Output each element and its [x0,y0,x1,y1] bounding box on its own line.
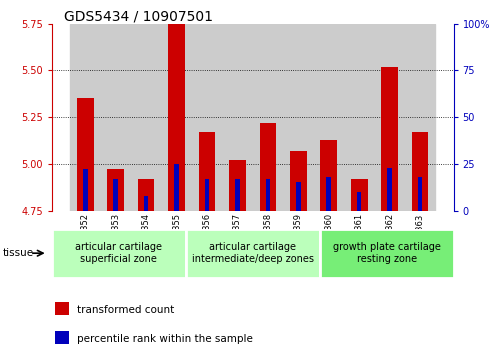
Bar [418,177,423,211]
Bar [296,183,301,211]
Bar [222,24,252,211]
Bar [113,179,118,211]
Bar [412,132,428,211]
Bar [357,192,361,211]
Text: growth plate cartilage
resting zone: growth plate cartilage resting zone [333,242,441,264]
Bar [205,179,210,211]
Bar [290,151,307,211]
Bar [387,168,392,211]
Bar [77,98,94,211]
Text: percentile rank within the sample: percentile rank within the sample [77,334,253,344]
Bar [259,123,276,211]
Bar [229,160,246,211]
Text: articular cartilage
intermediate/deep zones: articular cartilage intermediate/deep zo… [192,242,314,264]
Bar [405,24,435,211]
Bar [351,179,368,211]
Bar [131,24,161,211]
Bar [266,179,270,211]
Bar [314,24,344,211]
Text: GDS5434 / 10907501: GDS5434 / 10907501 [64,9,213,23]
Bar [320,139,337,211]
Bar [186,229,319,278]
Bar [374,24,405,211]
Text: transformed count: transformed count [77,305,175,315]
Text: articular cartilage
superficial zone: articular cartilage superficial zone [75,242,162,264]
Bar [52,229,186,278]
Bar [70,24,101,211]
Bar [168,24,185,211]
Bar [235,179,240,211]
Bar [381,66,398,211]
Bar [319,229,454,278]
Bar [326,177,331,211]
Bar [252,24,283,211]
Bar [55,331,69,344]
Bar [83,170,88,211]
Bar [283,24,314,211]
Bar [101,24,131,211]
Bar [344,24,374,211]
Bar [175,164,179,211]
Bar [55,302,69,315]
Bar [138,179,154,211]
Bar [161,24,192,211]
Text: tissue: tissue [2,248,34,258]
Bar [107,170,124,211]
Bar [192,24,222,211]
Bar [199,132,215,211]
Bar [144,196,148,211]
